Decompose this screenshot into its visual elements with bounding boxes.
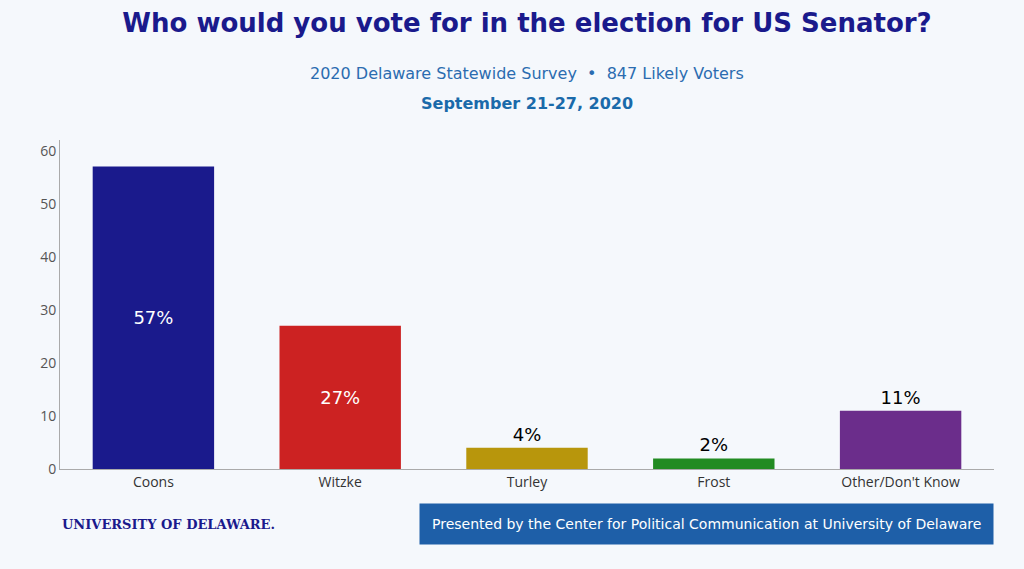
svg-text:0: 0 [48, 459, 56, 478]
svg-text:Turley: Turley [507, 472, 548, 491]
svg-text:Presented by the Center for Po: Presented by the Center for Political Co… [432, 516, 981, 532]
svg-text:60: 60 [40, 141, 56, 160]
svg-text:Frost: Frost [697, 472, 730, 491]
svg-text:Coons: Coons [133, 472, 174, 491]
svg-text:Who would you vote for in the: Who would you vote for in the election f… [122, 8, 931, 38]
svg-text:2020 Delaware Statewide Survey: 2020 Delaware Statewide Survey • 847 Lik… [310, 64, 744, 83]
svg-text:11%: 11% [881, 387, 921, 408]
svg-text:27%: 27% [320, 387, 360, 408]
svg-text:40: 40 [40, 247, 56, 266]
svg-text:10: 10 [40, 406, 56, 425]
svg-text:Other/Don't Know: Other/Don't Know [841, 472, 960, 491]
svg-text:Witzke: Witzke [319, 472, 362, 491]
svg-text:57%: 57% [133, 307, 173, 328]
svg-text:September 21-27, 2020: September 21-27, 2020 [421, 94, 633, 113]
svg-text:UNIVERSITY OF DELAWARE.: UNIVERSITY OF DELAWARE. [62, 517, 275, 532]
svg-text:4%: 4% [513, 424, 542, 445]
svg-text:2%: 2% [700, 434, 729, 455]
svg-text:20: 20 [40, 353, 56, 372]
svg-text:50: 50 [40, 194, 56, 213]
svg-text:30: 30 [40, 300, 56, 319]
